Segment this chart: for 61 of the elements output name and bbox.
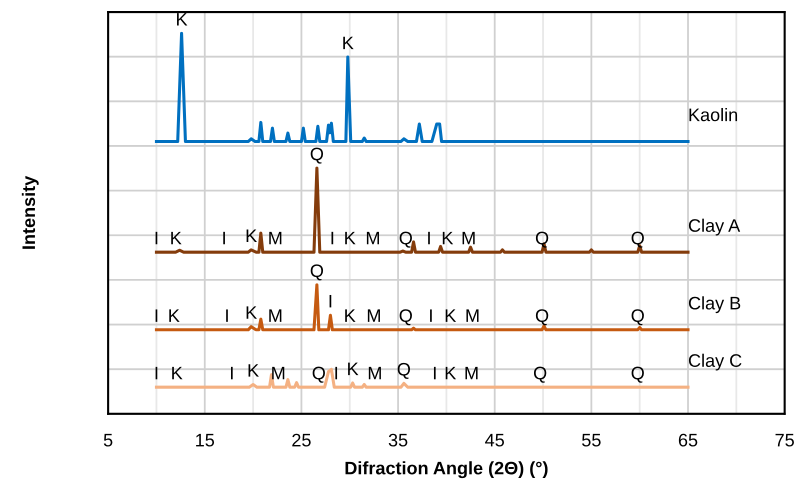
series-label: Kaolin <box>689 108 738 122</box>
annotation: Q <box>398 362 410 379</box>
annotation: I <box>230 366 233 380</box>
x-tick-label: 55 <box>582 434 601 447</box>
x-axis-title: Difraction Angle (2Θ) (°) <box>346 461 548 478</box>
annotation: M <box>269 309 282 322</box>
annotation: K <box>348 362 358 376</box>
annotation: Q <box>632 232 644 248</box>
annotation: K <box>177 13 188 26</box>
annotation: M <box>466 309 479 322</box>
annotation: K <box>442 232 454 244</box>
annotation: K <box>246 230 257 242</box>
x-tick-label: 75 <box>776 434 794 447</box>
x-tick-label: 65 <box>678 434 698 447</box>
series-label: Clay C <box>688 354 742 371</box>
annotation: K <box>345 232 356 244</box>
annotation: K <box>343 36 354 50</box>
y-axis-title: Intensity <box>22 176 39 249</box>
annotation: Q <box>632 366 644 383</box>
annotation: Q <box>310 148 324 164</box>
annotation: K <box>446 366 456 380</box>
annotation: K <box>169 309 180 322</box>
annotation: M <box>272 366 284 380</box>
annotation: M <box>368 309 380 322</box>
annotation: Q <box>400 309 412 326</box>
annotation: M <box>269 232 282 244</box>
x-tick-label: 15 <box>196 434 214 447</box>
annotation: Q <box>400 232 412 248</box>
annotation: I <box>156 309 158 322</box>
annotation: M <box>462 232 475 244</box>
x-tick-label: 5 <box>104 434 112 447</box>
annotation: K <box>248 364 259 377</box>
annotation: Q <box>310 264 324 280</box>
annotation: I <box>223 232 225 244</box>
annotation: K <box>446 309 456 322</box>
annotation: I <box>330 294 332 308</box>
annotation: M <box>366 232 379 244</box>
annotation: Q <box>536 309 548 326</box>
x-tick-label: 45 <box>485 434 504 447</box>
annotation: I <box>156 232 158 244</box>
annotation: Q <box>312 366 325 383</box>
annotation: I <box>428 232 430 244</box>
annotation: K <box>172 366 183 380</box>
series-label: Clay B <box>688 296 740 314</box>
annotation: Q <box>632 309 644 326</box>
annotation: I <box>430 309 432 322</box>
annotation: I <box>335 366 338 380</box>
x-tick-label: 35 <box>388 434 408 447</box>
series-label: Clay A <box>688 218 740 236</box>
annotation: I <box>332 232 334 244</box>
annotation: I <box>156 366 158 380</box>
annotation: Q <box>534 366 546 383</box>
annotation: K <box>345 309 356 322</box>
annotation: I <box>226 309 228 322</box>
annotation: M <box>368 366 381 380</box>
x-tick-label: 25 <box>292 434 311 447</box>
annotation: K <box>246 306 257 319</box>
annotation: M <box>465 366 478 380</box>
annotation: K <box>171 232 182 244</box>
annotation: Q <box>536 232 548 248</box>
annotation: I <box>434 366 436 380</box>
